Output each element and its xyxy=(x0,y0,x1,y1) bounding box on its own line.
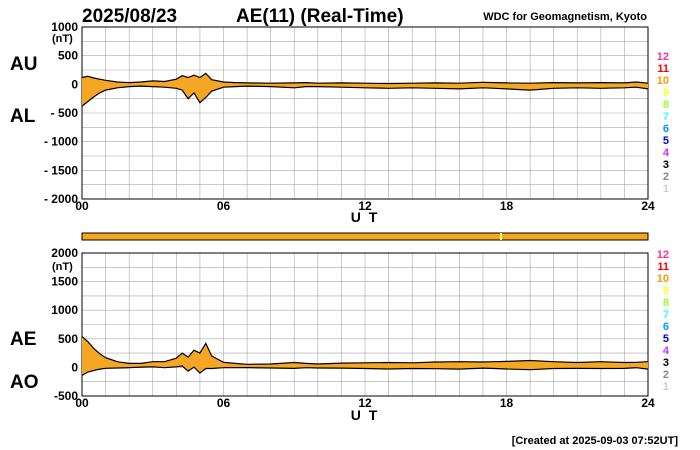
panel2-xtick-label: 00 xyxy=(75,396,89,410)
panel2-unit: (nT) xyxy=(52,261,73,273)
panel2-lower-line xyxy=(81,365,649,376)
panel1-xtick-label: 12 xyxy=(358,199,372,213)
source-label: WDC for Geomagnetism, Kyoto xyxy=(483,11,647,23)
data-status-highlight xyxy=(500,233,502,240)
panel1-band-fill xyxy=(82,73,648,107)
panel2-xtick-label: 24 xyxy=(641,396,655,410)
panel2-station-count-1: 1 xyxy=(663,381,669,393)
panel1-station-count-3: 3 xyxy=(663,159,669,171)
panel1-ytick-label: - 1500 xyxy=(44,163,78,177)
index-title: AE(11) (Real-Time) xyxy=(236,6,404,27)
panel1-unit: (nT) xyxy=(52,33,73,45)
panel2-station-count-5: 5 xyxy=(663,333,669,345)
panel1-ytick-label: - 500 xyxy=(51,106,79,120)
panel1-ytick-label: 0 xyxy=(71,77,78,91)
panel1-station-count-10: 10 xyxy=(657,75,669,87)
panel1-xtick-label: 18 xyxy=(500,199,514,213)
panel2-xtick-label: 18 xyxy=(500,396,514,410)
panel1-frame xyxy=(81,26,649,200)
panel1-upper-label: AU xyxy=(10,54,37,75)
panel1-ytick-label: 1000 xyxy=(51,20,78,34)
panel2-station-count-11: 11 xyxy=(657,261,669,273)
panel1-station-count-9: 9 xyxy=(663,87,669,99)
panel2-station-count-12: 12 xyxy=(657,249,669,261)
panel2-upper-line xyxy=(81,336,649,365)
panel2-ytick-label: 1000 xyxy=(51,303,78,317)
panel1-lower-label: AL xyxy=(10,106,36,127)
panel1-ytick-label: 500 xyxy=(58,49,78,63)
created-timestamp: [Created at 2025-09-03 07:52UT] xyxy=(512,435,679,447)
panel1-station-count-1: 1 xyxy=(663,183,669,195)
panel1-xtick-label: 06 xyxy=(217,199,231,213)
panel2-band-fill xyxy=(82,336,648,376)
panel1-station-count-7: 7 xyxy=(663,111,669,123)
panel1-xtick-label: 24 xyxy=(641,199,655,213)
panel1-station-count-5: 5 xyxy=(663,135,669,147)
panel1-ytick-label: - 1000 xyxy=(44,135,78,149)
panel2-station-count-10: 10 xyxy=(657,273,669,285)
panel2-station-count-8: 8 xyxy=(663,297,669,309)
panel2-ytick-label: 2000 xyxy=(51,246,78,260)
panel2-upper-label: AE xyxy=(10,329,36,350)
panel1-xtick-label: 00 xyxy=(75,199,89,213)
panel2-ytick-label: 0 xyxy=(71,360,78,374)
panel2-xtick-label: 06 xyxy=(217,396,231,410)
panel2-frame xyxy=(81,252,649,397)
panel2-xtick-label: 12 xyxy=(358,396,372,410)
panel1-ytick-label: - 2000 xyxy=(44,192,78,206)
panel2-station-count-2: 2 xyxy=(663,369,669,381)
panel1-station-count-11: 11 xyxy=(657,63,669,75)
panel2-station-count-9: 9 xyxy=(663,285,669,297)
panel2-ytick-label: -500 xyxy=(54,389,78,403)
panel2-xlabel: U T xyxy=(351,407,380,423)
panel2-lower-label: AO xyxy=(10,372,39,393)
panel1-upper-line xyxy=(81,72,649,85)
panel1-lower-line xyxy=(81,85,649,107)
data-status-bar xyxy=(81,232,649,241)
panel2-station-count-3: 3 xyxy=(663,357,669,369)
panel1-xlabel: U T xyxy=(351,209,380,225)
panel2-ytick-label: 500 xyxy=(58,332,78,346)
panel2-station-count-7: 7 xyxy=(663,309,669,321)
panel2-station-count-6: 6 xyxy=(663,321,669,333)
panel1-station-count-4: 4 xyxy=(663,147,670,159)
panel1-station-count-2: 2 xyxy=(663,171,669,183)
panel1-station-count-8: 8 xyxy=(663,99,669,111)
panel2-ytick-label: 1500 xyxy=(51,275,78,289)
date-title: 2025/08/23 xyxy=(82,6,177,27)
panel1-station-count-12: 12 xyxy=(657,51,669,63)
panel2-station-count-4: 4 xyxy=(663,345,670,357)
panel1-station-count-6: 6 xyxy=(663,123,669,135)
